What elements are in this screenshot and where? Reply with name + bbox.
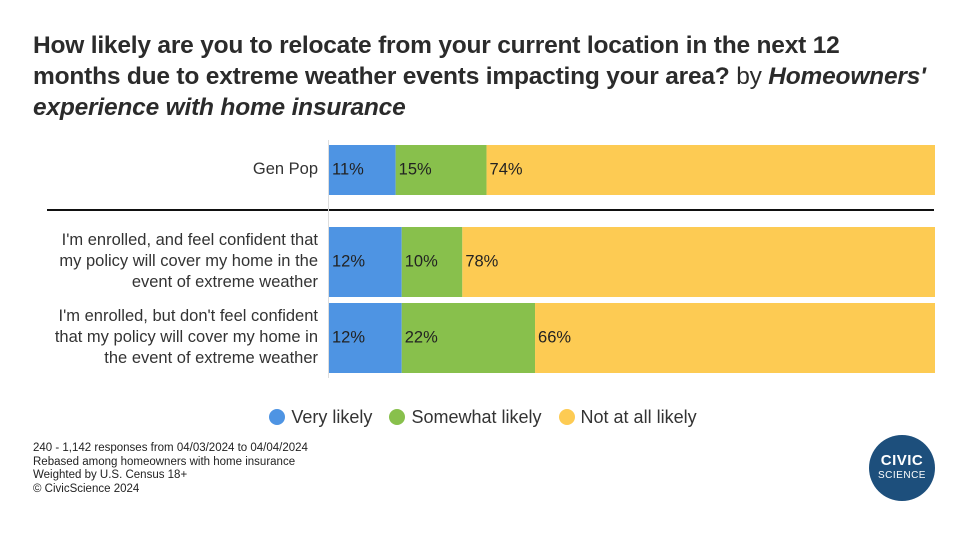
- title-subtitle: Homeowners' experience with home insuran…: [33, 63, 926, 121]
- data-label-very-likely: 12%: [332, 252, 365, 270]
- bar-not-at-all-likely: [535, 303, 935, 373]
- category-label-line: I'm enrolled, and feel confident that: [62, 231, 319, 249]
- category-label-line: the event of extreme weather: [104, 349, 318, 367]
- bar-very-likely: [329, 145, 396, 195]
- category-label: I'm enrolled, but don't feel confident th…: [55, 307, 319, 367]
- category-label-line: event of extreme weather: [132, 273, 319, 291]
- category-label-line: Gen Pop: [253, 160, 318, 178]
- bar-very-likely: [329, 227, 402, 297]
- civicscience-logo: CIVIC SCIENCE: [869, 435, 935, 501]
- data-label-somewhat-likely: 22%: [405, 328, 438, 346]
- legend-dot-not-at-all-likely: [558, 408, 575, 425]
- category-label-line: I'm enrolled, but don't feel confident: [59, 307, 319, 325]
- legend-label-very-likely: Very likely: [291, 406, 373, 427]
- footnotes: 240 - 1,142 responses from 04/03/2024 to…: [33, 442, 308, 496]
- note-weighted: Weighted by U.S. Census 18+: [33, 469, 188, 481]
- category-label-line: my policy will cover my home in the: [59, 252, 318, 270]
- logo-line-1: CIVIC: [880, 452, 924, 469]
- bar-not-at-all-likely: [462, 227, 935, 297]
- data-label-very-likely: 11%: [332, 160, 364, 178]
- data-label-very-likely: 12%: [332, 328, 365, 346]
- category-label: Gen Pop: [253, 160, 318, 178]
- note-responses: 240 - 1,142 responses from 04/03/2024 to…: [33, 442, 308, 454]
- data-label-not-at-all-likely: 66%: [538, 328, 571, 346]
- bar-somewhat-likely: [401, 303, 536, 373]
- legend-dot-somewhat-likely: [389, 408, 406, 425]
- bar-somewhat-likely: [401, 227, 463, 297]
- bar-very-likely: [329, 303, 402, 373]
- bar-not-at-all-likely: [486, 145, 935, 195]
- legend-dot-very-likely: [269, 408, 286, 425]
- category-label-line: that my policy will cover my home in: [55, 328, 318, 346]
- data-label-somewhat-likely: 10%: [405, 252, 438, 270]
- chart-legend: Very likely Somewhat likely Not at all l…: [0, 406, 966, 428]
- data-label-not-at-all-likely: 74%: [490, 160, 523, 178]
- note-copyright: © CivicScience 2024: [33, 482, 140, 495]
- legend-item-somewhat-likely: Somewhat likely: [389, 406, 542, 428]
- legend-item-not-at-all-likely: Not at all likely: [558, 406, 697, 428]
- legend-item-very-likely: Very likely: [269, 407, 372, 428]
- bar-somewhat-likely: [395, 145, 487, 195]
- logo-line-2: SCIENCE: [878, 470, 926, 481]
- chart-title: How likely are you to relocate from your…: [33, 30, 933, 123]
- title-by: by: [736, 63, 762, 90]
- legend-label-not-at-all-likely: Not at all likely: [580, 406, 697, 427]
- legend-label-somewhat-likely: Somewhat likely: [411, 406, 542, 427]
- category-label: I'm enrolled, and feel confident that my …: [59, 231, 318, 291]
- data-label-not-at-all-likely: 78%: [465, 252, 498, 270]
- data-label-somewhat-likely: 15%: [399, 160, 432, 178]
- note-rebased: Rebased among homeowners with home insur…: [33, 455, 296, 468]
- title-main: How likely are you to relocate from your…: [33, 32, 840, 90]
